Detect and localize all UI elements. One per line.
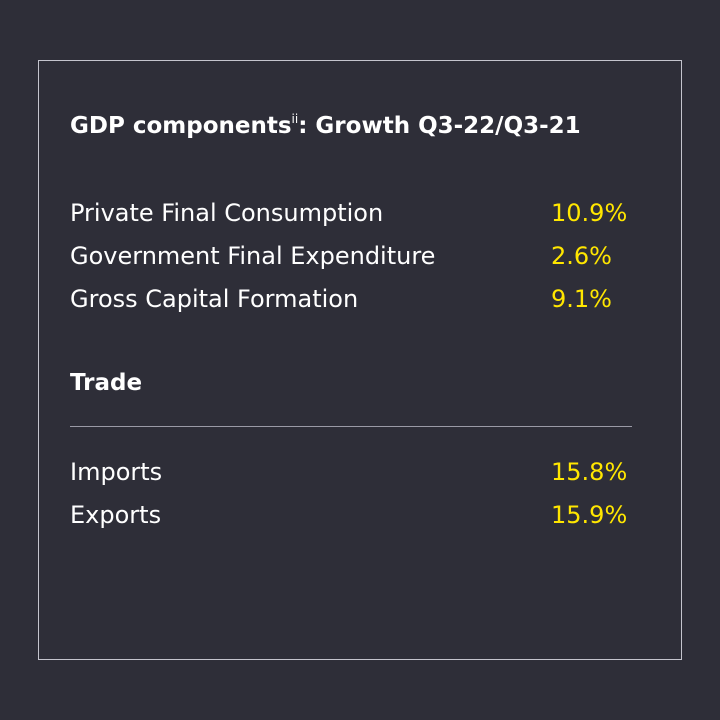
trade-section-title: Trade <box>70 370 143 396</box>
card-border <box>38 60 682 660</box>
component-value: 10.9% <box>551 199 628 227</box>
component-label: Private Final Consumption <box>70 199 384 227</box>
title-suffix: : Growth Q3-22/Q3-21 <box>298 113 581 139</box>
component-value: 9.1% <box>551 285 612 313</box>
trade-divider <box>70 426 632 427</box>
trade-row-exports: Exports 15.9% <box>70 495 632 535</box>
component-row-government-expenditure: Government Final Expenditure 2.6% <box>70 236 632 276</box>
component-row-private-consumption: Private Final Consumption 10.9% <box>70 193 632 233</box>
title-footnote-marker: ii <box>291 112 299 126</box>
trade-value: 15.8% <box>551 458 628 486</box>
trade-label: Exports <box>70 501 162 529</box>
component-value: 2.6% <box>551 242 612 270</box>
component-label: Government Final Expenditure <box>70 242 436 270</box>
component-row-gross-capital-formation: Gross Capital Formation 9.1% <box>70 279 632 319</box>
trade-label: Imports <box>70 458 163 486</box>
trade-row-imports: Imports 15.8% <box>70 452 632 492</box>
title-text: GDP components <box>70 113 292 139</box>
trade-value: 15.9% <box>551 501 628 529</box>
component-label: Gross Capital Formation <box>70 285 359 313</box>
card-title: GDP componentsii: Growth Q3-22/Q3-21 <box>70 112 581 139</box>
